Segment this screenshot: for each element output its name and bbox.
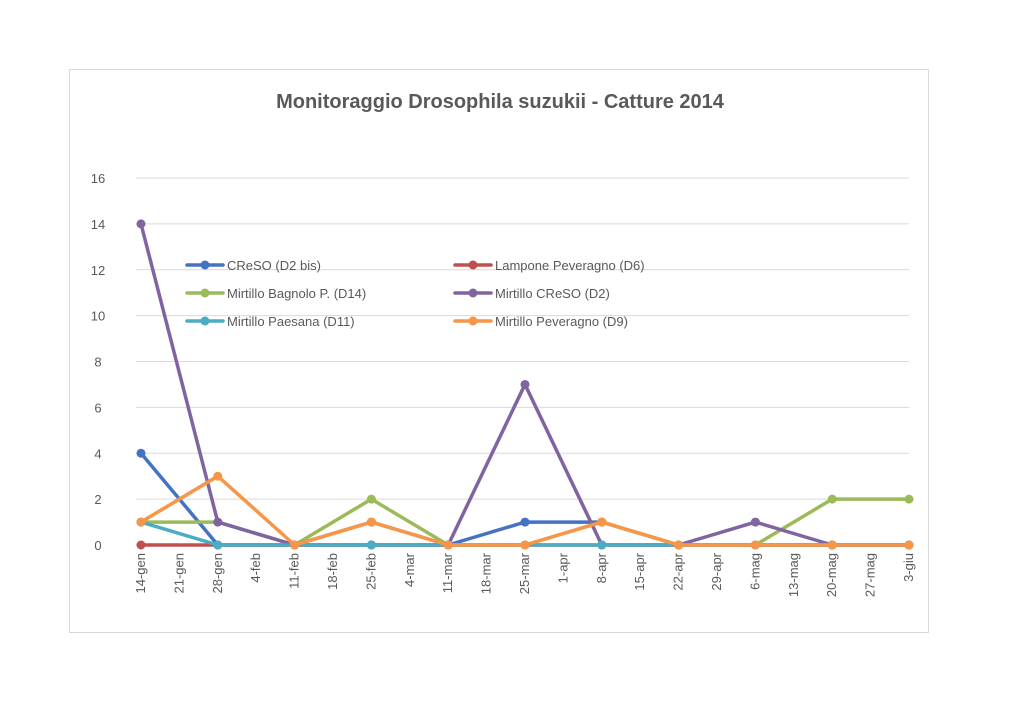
data-point: [520, 379, 530, 389]
data-point: [366, 540, 376, 550]
data-point: [597, 517, 607, 527]
data-point: [213, 471, 223, 481]
y-tick-label: 10: [91, 309, 105, 324]
legend-item: Lampone Peveragno (D6): [453, 258, 645, 273]
legend-marker: [200, 316, 210, 326]
data-point: [750, 517, 760, 527]
series-layer: [136, 219, 914, 550]
x-tick-label: 4-mar: [402, 552, 417, 587]
x-tick-label: 22-apr: [671, 552, 686, 590]
legend-label: Mirtillo Paesana (D11): [227, 314, 355, 329]
data-point: [213, 540, 223, 550]
y-tick-label: 14: [91, 217, 105, 232]
x-tick-label: 11-mar: [440, 552, 455, 593]
x-tick-label: 3-giu: [901, 553, 916, 582]
x-tick-label: 27-mag: [863, 553, 878, 597]
x-tick-label: 4-feb: [248, 553, 263, 583]
y-tick-label: 8: [94, 355, 101, 370]
legend-item: CReSO (D2 bis): [185, 258, 321, 273]
x-tick-label: 8-apr: [594, 552, 609, 583]
data-point: [904, 540, 914, 550]
data-point: [750, 540, 760, 550]
x-tick-label: 21-gen: [171, 553, 186, 593]
y-tick-label: 0: [94, 538, 101, 553]
y-tick-label: 6: [94, 400, 101, 415]
data-point: [366, 494, 376, 504]
legend-marker: [200, 288, 210, 298]
x-tick-label: 28-gen: [210, 553, 225, 593]
legend-label: Mirtillo Bagnolo P. (D14): [227, 286, 366, 301]
legend-item: Mirtillo Paesana (D11): [185, 314, 355, 329]
data-point: [520, 540, 530, 550]
legend-label: Mirtillo Peveragno (D9): [495, 314, 628, 329]
legend-item: Mirtillo CReSO (D2): [453, 286, 610, 301]
legend-item: Mirtillo Bagnolo P. (D14): [185, 286, 366, 301]
x-tick-label: 14-gen: [133, 553, 148, 593]
x-tick-label: 6-mag: [747, 553, 762, 590]
data-point: [443, 540, 453, 550]
legend-marker: [200, 260, 210, 270]
legend-marker: [468, 288, 478, 298]
y-tick-label: 12: [91, 263, 105, 278]
data-point: [136, 448, 146, 458]
legend-item: Mirtillo Peveragno (D9): [453, 314, 628, 329]
chart-svg: Monitoraggio Drosophila suzukii - Cattur…: [91, 91, 916, 597]
x-tick-label: 18-feb: [325, 553, 340, 590]
x-tick-label: 11-feb: [287, 553, 302, 589]
y-tick-label: 16: [91, 171, 105, 186]
data-point: [520, 517, 530, 527]
legend-label: Lampone Peveragno (D6): [495, 258, 645, 273]
data-point: [827, 494, 837, 504]
y-axis-ticks: 0 2 4 6 8 10 12 14 16: [91, 171, 105, 553]
x-tick-label: 18-mar: [479, 552, 494, 594]
legend-marker: [468, 316, 478, 326]
legend-label: Mirtillo CReSO (D2): [495, 286, 610, 301]
data-point: [827, 540, 837, 550]
data-point: [136, 219, 146, 229]
legend: CReSO (D2 bis) Lampone Peveragno (D6) Mirt…: [185, 258, 645, 329]
data-point: [366, 517, 376, 527]
x-tick-label: 29-apr: [709, 552, 724, 590]
data-point: [136, 517, 146, 527]
y-tick-label: 2: [94, 492, 101, 507]
x-tick-label: 13-mag: [786, 553, 801, 597]
data-point: [597, 540, 607, 550]
legend-label: CReSO (D2 bis): [227, 258, 321, 273]
chart-frame: Monitoraggio Drosophila suzukii - Cattur…: [69, 69, 929, 633]
x-axis-ticks: 14-gen 21-gen 28-gen 4-feb 11-feb 18-feb 25-fe…: [133, 552, 916, 597]
x-tick-label: 20-mag: [824, 553, 839, 597]
data-point: [674, 540, 684, 550]
x-tick-label: 1-apr: [555, 552, 570, 583]
data-point: [290, 540, 300, 550]
y-tick-label: 4: [94, 446, 101, 461]
legend-marker: [468, 260, 478, 270]
x-tick-label: 25-mar: [517, 552, 532, 594]
chart-title: Monitoraggio Drosophila suzukii - Cattur…: [276, 91, 725, 113]
x-tick-label: 25-feb: [363, 553, 378, 590]
data-point: [213, 517, 223, 527]
x-tick-label: 15-apr: [632, 552, 647, 590]
data-point: [904, 494, 914, 504]
data-point: [136, 540, 146, 550]
gridlines: [136, 177, 909, 546]
series-5: [136, 471, 914, 550]
